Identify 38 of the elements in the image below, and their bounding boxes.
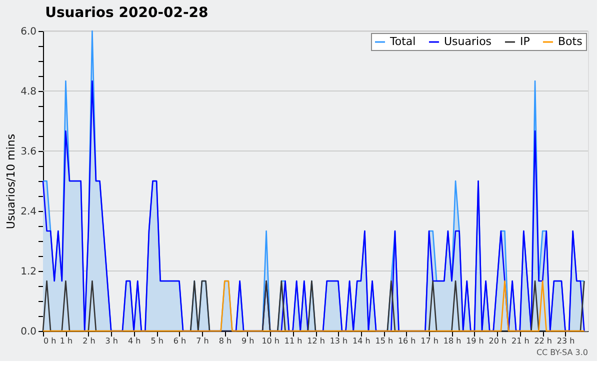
x-tick-label: 5 h	[150, 336, 164, 346]
y-tick-label: 2.4	[20, 206, 36, 218]
x-tick-label: 14 h	[352, 336, 370, 346]
x-tick-label: 13 h	[330, 336, 348, 346]
x-tick-label: 8 h	[218, 336, 232, 346]
x-tick-label: 6 h	[173, 336, 186, 346]
y-axis-title: Usuarios/10 mins	[4, 134, 18, 230]
legend-label: Total	[389, 35, 416, 48]
x-tick-label: 12 h	[307, 336, 325, 346]
y-tick-label: 4.8	[20, 86, 36, 98]
y-tick-label: 6.0	[20, 26, 36, 38]
x-tick-label: 15 h	[375, 336, 394, 346]
text: CC BY-SA 3.0	[536, 348, 588, 357]
y-tick-label: 1.2	[20, 266, 36, 278]
x-tick-label: 18 h	[443, 336, 462, 346]
x-tick-label: 23 h	[556, 336, 575, 346]
x-tick-label: 22 h	[534, 336, 552, 346]
y-tick-label: 3.6	[20, 146, 36, 158]
x-tick-label: 1 h	[60, 336, 73, 346]
x-tick-label: 10 h	[262, 336, 280, 346]
legend-label: Usuarios	[444, 35, 492, 48]
x-tick-label: 2 h	[82, 336, 96, 346]
x-tick-label: 17 h	[420, 336, 438, 346]
x-tick-label: 21 h	[511, 336, 530, 346]
x-tick-label: 0 h	[44, 336, 56, 346]
chart-title: Usuarios 2020-02-28	[45, 5, 208, 21]
x-tick-label: 9 h	[242, 336, 254, 346]
x-tick-label: 7 h	[196, 336, 209, 346]
legend-label: Bots	[558, 35, 583, 48]
x-tick-label: 19 h	[466, 336, 484, 346]
x-tick-label: 3 h	[105, 336, 118, 346]
line-series	[42, 80, 585, 332]
y-tick-label: 0.0	[20, 326, 36, 338]
legend-label: IP	[520, 35, 530, 48]
x-tick-label: 4 h	[128, 336, 141, 346]
x-tick-label: 20 h	[488, 336, 507, 346]
x-tick-label: 11 h	[284, 336, 302, 346]
x-tick-label: 16 h	[398, 336, 416, 346]
